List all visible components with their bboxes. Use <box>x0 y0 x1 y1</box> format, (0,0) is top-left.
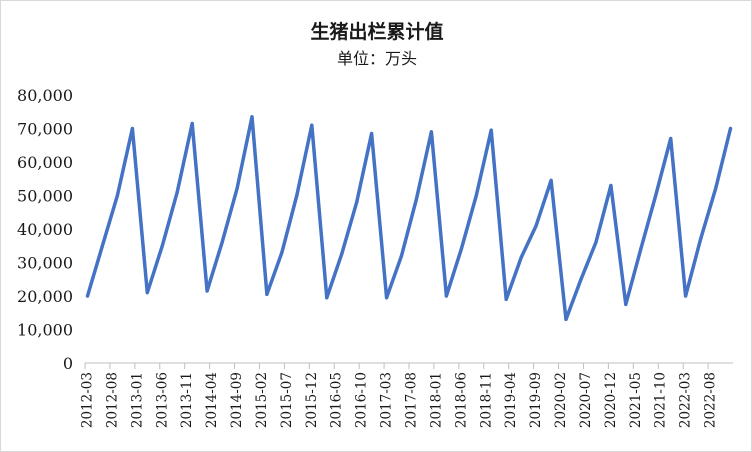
data-point <box>385 296 389 300</box>
data-point <box>684 294 688 298</box>
data-point <box>654 193 658 198</box>
x-tick-label: 2016-05 <box>329 372 345 428</box>
y-tick-label: 20,000 <box>17 287 73 306</box>
x-tick-label: 2017-03 <box>379 372 395 428</box>
x-tick-label: 2013-06 <box>154 372 170 428</box>
y-tick-label: 10,000 <box>17 321 73 340</box>
data-point <box>250 115 254 119</box>
data-point <box>714 187 718 191</box>
x-tick-label: 2022-08 <box>703 372 719 428</box>
data-point <box>355 200 359 204</box>
data-point <box>444 294 448 298</box>
y-tick-label: 50,000 <box>17 187 73 206</box>
data-point <box>519 255 523 260</box>
data-point <box>564 317 568 321</box>
data-point <box>160 244 164 248</box>
x-tick-label: 2014-04 <box>204 372 220 428</box>
data-point <box>85 294 90 298</box>
data-point <box>699 237 703 241</box>
x-tick-label: 2018-06 <box>453 372 469 428</box>
x-tick-label: 2013-11 <box>179 372 195 428</box>
data-point <box>504 297 508 301</box>
x-tick-label: 2015-12 <box>304 372 320 428</box>
data-point <box>459 247 463 251</box>
x-tick-label: 2017-08 <box>403 372 419 428</box>
x-tick-label: 2019-09 <box>528 372 544 428</box>
data-point <box>205 289 209 293</box>
data-point <box>609 183 613 188</box>
y-tick-label: 70,000 <box>17 120 73 139</box>
x-tick-label: 2020-12 <box>603 372 619 428</box>
data-point <box>340 252 344 256</box>
data-point <box>265 292 269 296</box>
data-point <box>549 178 553 182</box>
y-tick-label: 30,000 <box>17 254 73 273</box>
data-point <box>534 224 538 228</box>
data-point <box>145 291 149 295</box>
data-point <box>728 126 733 131</box>
x-tick-label: 2014-09 <box>229 372 245 428</box>
y-tick-label: 60,000 <box>17 153 73 172</box>
x-tick-label: 2020-07 <box>578 372 594 428</box>
data-point <box>370 131 374 136</box>
data-point <box>429 130 433 134</box>
data-point <box>489 128 493 132</box>
x-tick-label: 2022-03 <box>678 372 694 428</box>
data-point <box>295 193 299 198</box>
data-point <box>399 254 404 258</box>
x-tick-label: 2020-02 <box>553 372 569 428</box>
series-line <box>85 115 733 322</box>
data-point <box>115 193 119 198</box>
data-point <box>310 123 314 127</box>
data-point <box>175 190 179 194</box>
data-point <box>594 240 598 244</box>
x-tick-label: 2018-11 <box>478 372 494 428</box>
x-tick-label: 2012-03 <box>79 372 95 428</box>
data-point <box>130 126 134 131</box>
x-tick-label: 2013-01 <box>129 372 145 428</box>
x-tick-label: 2015-07 <box>279 372 295 428</box>
data-point <box>474 193 478 198</box>
x-tick-label: 2021-05 <box>628 372 644 428</box>
data-point <box>639 247 643 251</box>
y-tick-label: 40,000 <box>17 220 73 239</box>
chart-title: 生猪出栏累计值 <box>310 21 444 43</box>
data-point <box>190 121 194 126</box>
data-point <box>414 197 419 201</box>
chart-subtitle: 单位：万头 <box>336 49 417 68</box>
data-point <box>325 296 329 300</box>
x-tick-label: 2019-04 <box>503 372 519 428</box>
x-tick-label: 2018-01 <box>428 372 444 428</box>
x-tick-label: 2012-08 <box>104 372 120 428</box>
data-point <box>624 302 628 306</box>
x-tick-label: 2016-10 <box>354 372 370 428</box>
data-point <box>235 187 239 191</box>
x-tick-label: 2015-02 <box>254 372 270 428</box>
y-tick-label: 0 <box>63 354 73 373</box>
x-tick-label: 2021-10 <box>653 372 669 428</box>
data-point <box>280 250 284 254</box>
data-point <box>220 240 224 244</box>
y-tick-label: 80,000 <box>17 86 73 105</box>
data-point <box>100 244 104 248</box>
data-point <box>669 136 673 141</box>
data-point <box>579 277 583 281</box>
